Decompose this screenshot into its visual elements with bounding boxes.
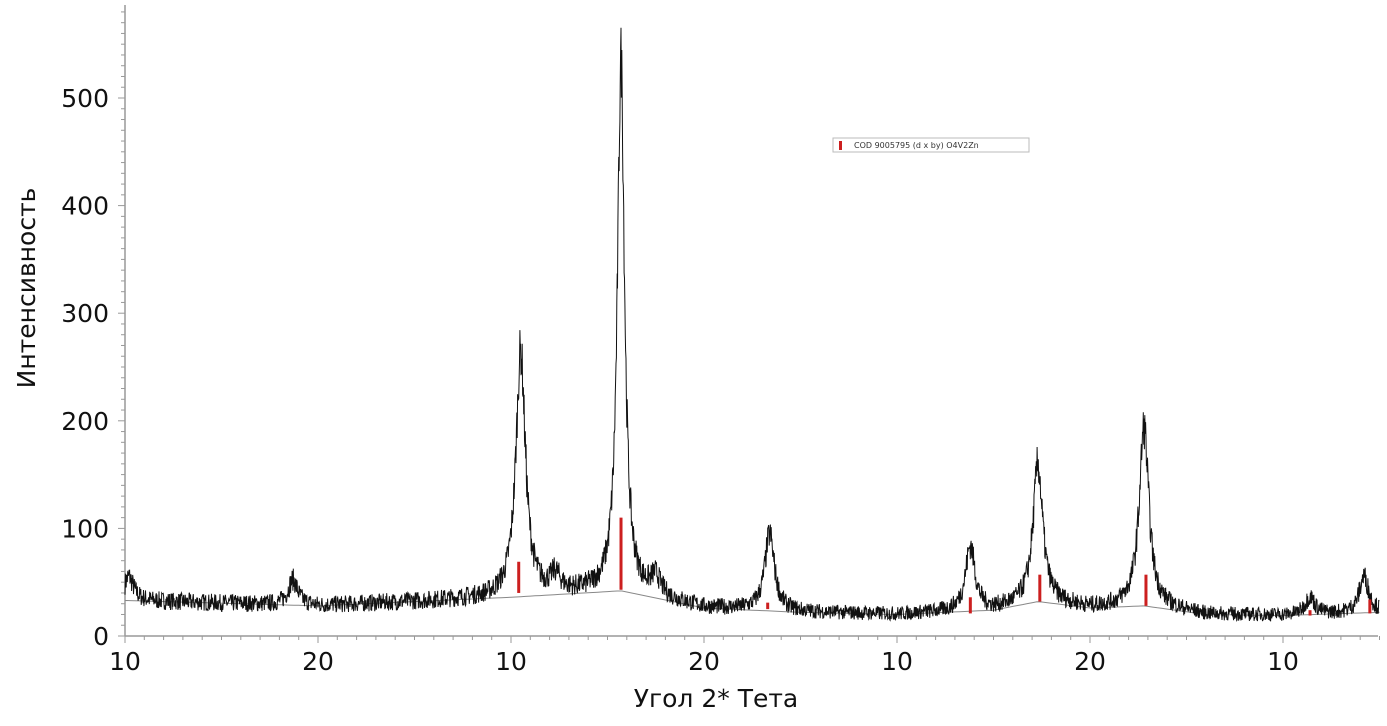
y-tick-label: 500 [61, 84, 109, 113]
x-tick-label: 20 [688, 647, 720, 676]
y-tick-label: 0 [93, 622, 109, 651]
x-tick-label: 10 [881, 647, 913, 676]
y-tick-label: 300 [61, 299, 109, 328]
measured-pattern [124, 27, 1380, 622]
x-tick-label: 10 [495, 647, 527, 676]
legend: COD 9005795 (d x by) O4V2Zn [832, 137, 1030, 153]
legend-swatch [839, 141, 842, 150]
y-tick-label: 200 [61, 407, 109, 436]
x-tick-label: 20 [1074, 647, 1106, 676]
y-axis-label: Интенсивность [12, 188, 41, 389]
y-tick-label: 100 [61, 514, 109, 543]
y-tick-label: 400 [61, 192, 109, 221]
x-tick-label: 20 [302, 647, 334, 676]
reference-sticks [517, 517, 1372, 616]
legend-entry: COD 9005795 (d x by) O4V2Zn [854, 141, 979, 150]
x-axis-label: Угол 2* Тета [634, 684, 798, 713]
pattern-line [124, 27, 1380, 622]
legend-box [832, 137, 1030, 153]
x-tick-label: 10 [1267, 647, 1299, 676]
x-tick-label: 10 [109, 647, 141, 676]
